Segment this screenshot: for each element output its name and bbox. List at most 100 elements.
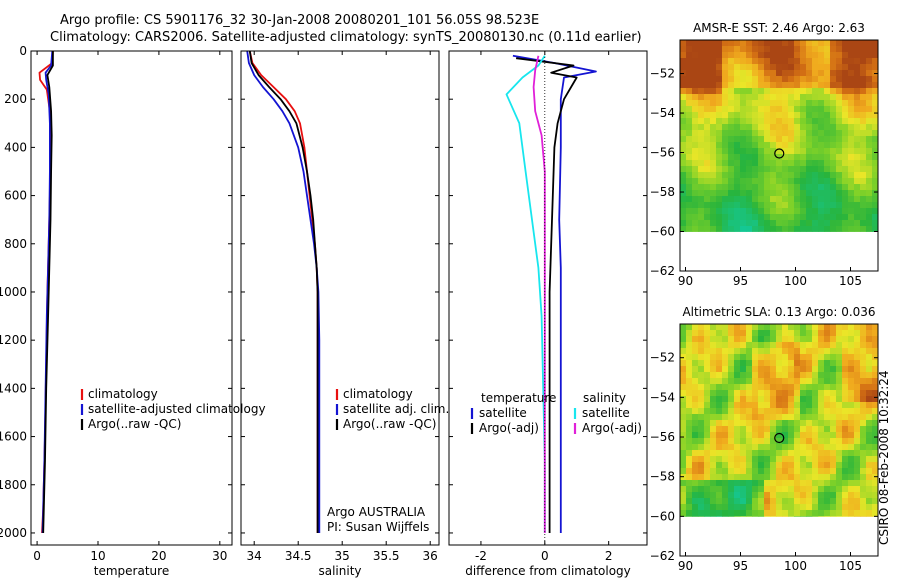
sla_map-heatmap-cell	[698, 330, 705, 337]
sla_map-heatmap-cell	[704, 516, 711, 517]
sst_map-heatmap-cell	[704, 46, 711, 53]
sla_map-heatmap-cell	[794, 462, 801, 469]
sla_map-heatmap-cell	[764, 330, 771, 337]
sst_map-x-tick-label: 105	[839, 274, 862, 288]
sla_map-heatmap-cell	[818, 378, 825, 385]
sla_map-heatmap-cell	[746, 396, 753, 403]
sla_map-heatmap-cell	[842, 336, 849, 343]
sla_map-heatmap-cell	[788, 342, 795, 349]
sla_map-heatmap-cell	[710, 462, 717, 469]
sst_map-heatmap-cell	[692, 46, 699, 53]
sla_map-heatmap-cell	[734, 504, 741, 511]
sla_map-heatmap-cell	[770, 510, 777, 517]
sst_map-heatmap-cell	[698, 208, 705, 215]
sla_map-heatmap-cell	[830, 366, 837, 373]
sla_map-heatmap-cell	[722, 378, 729, 385]
sla_map-heatmap-cell	[776, 510, 783, 517]
sla_map-heatmap-cell	[854, 450, 861, 457]
sst_map-heatmap-cell	[782, 178, 789, 185]
sst_map-heatmap-cell	[842, 88, 849, 95]
sst_map-heatmap-cell	[758, 64, 765, 71]
sst_map-heatmap-cell	[860, 160, 867, 167]
sst_map-heatmap-cell	[812, 112, 819, 119]
sst_map-heatmap-cell	[842, 178, 849, 185]
sst_map-heatmap-cell	[842, 220, 849, 227]
sst_map-heatmap-cell	[758, 106, 765, 113]
sla_map-heatmap-cell	[866, 384, 873, 391]
sla_map-heatmap-cell	[752, 456, 759, 463]
sst_map-heatmap-cell	[770, 88, 777, 95]
sla_map-heatmap-cell	[848, 462, 855, 469]
sst_map-heatmap-cell	[830, 100, 837, 107]
sla_map-heatmap-cell	[812, 384, 819, 391]
sst_map-heatmap-cell	[692, 148, 699, 155]
sst_map-heatmap-cell	[740, 214, 747, 221]
sla_map-heatmap-cell	[710, 324, 717, 331]
sst_map-heatmap-cell	[740, 70, 747, 77]
sla_map-heatmap-cell	[704, 432, 711, 439]
sst_map-heatmap-cell	[692, 40, 699, 47]
sst_map-heatmap-cell	[764, 208, 771, 215]
sst_map-heatmap-cell	[734, 100, 741, 107]
sla_map-heatmap-cell	[806, 474, 813, 481]
sst_map-heatmap-cell	[872, 154, 879, 161]
temperature-x-tick-label: 30	[212, 549, 227, 563]
sst_map-heatmap-cell	[686, 196, 693, 203]
sst_map-heatmap-cell	[848, 88, 855, 95]
sla_map-heatmap-cell	[692, 378, 699, 385]
sla_map-heatmap-cell	[830, 474, 837, 481]
sst_map-heatmap-cell	[776, 52, 783, 59]
sst_map-heatmap-cell	[842, 154, 849, 161]
sla_map-heatmap-cell	[866, 516, 873, 517]
sst_map-heatmap-cell	[776, 88, 783, 95]
sst_map-heatmap-cell	[692, 118, 699, 125]
sla_map-heatmap-cell	[680, 432, 687, 439]
sst_map-heatmap-cell	[698, 202, 705, 209]
sla_map-heatmap-cell	[860, 354, 867, 361]
sla_map-heatmap-cell	[722, 468, 729, 475]
sst_map-heatmap-cell	[680, 52, 687, 59]
sla_map-heatmap-cell	[818, 480, 825, 487]
sst_map-heatmap-cell	[710, 46, 717, 53]
sla_map-heatmap-cell	[722, 474, 729, 481]
sst_map-heatmap-cell	[782, 220, 789, 227]
sla_map-heatmap-cell	[716, 384, 723, 391]
sla_map-heatmap-cell	[842, 510, 849, 517]
sst_map-heatmap-cell	[860, 130, 867, 137]
sla_map-heatmap-cell	[734, 426, 741, 433]
sst_map-heatmap-cell	[764, 184, 771, 191]
sst_map-heatmap-cell	[776, 100, 783, 107]
sst_map-heatmap-cell	[734, 178, 741, 185]
sla_map-heatmap-cell	[734, 384, 741, 391]
sst_map-heatmap-cell	[770, 130, 777, 137]
sst_map-heatmap-cell	[782, 190, 789, 197]
sst_map-heatmap-cell	[746, 184, 753, 191]
sst_map-heatmap-cell	[686, 178, 693, 185]
sst_map-heatmap-cell	[716, 172, 723, 179]
sst_map-heatmap-cell	[806, 220, 813, 227]
sst_map-heatmap-cell	[788, 178, 795, 185]
sst_map-heatmap-cell	[782, 82, 789, 89]
sla_map-heatmap-cell	[680, 480, 687, 487]
sla_map-heatmap-cell	[698, 396, 705, 403]
sst_map-heatmap-cell	[788, 46, 795, 53]
sst_map-title: AMSR-E SST: 2.46 Argo: 2.63	[693, 21, 865, 35]
sla_map-heatmap-cell	[830, 408, 837, 415]
sla_map-heatmap-cell	[728, 414, 735, 421]
sla_map-heatmap-cell	[866, 486, 873, 493]
sst_map-heatmap-cell	[734, 64, 741, 71]
sla_map-heatmap-cell	[806, 504, 813, 511]
sst_map-heatmap-cell	[842, 166, 849, 173]
sst_map-x-tick-label: 100	[784, 274, 807, 288]
sla_map-heatmap-cell	[740, 516, 747, 517]
sla_map-heatmap-cell	[818, 426, 825, 433]
sst_map-heatmap-cell	[806, 40, 813, 47]
sst_map-heatmap-cell	[830, 226, 837, 232]
sst_map-heatmap-cell	[782, 196, 789, 203]
sla_map-heatmap-cell	[704, 444, 711, 451]
sst_map-heatmap-cell	[722, 202, 729, 209]
sla_map-heatmap-cell	[716, 504, 723, 511]
sst_map-heatmap-cell	[692, 226, 699, 232]
sst_map-heatmap-cell	[830, 190, 837, 197]
sst_map-heatmap-cell	[698, 226, 705, 232]
